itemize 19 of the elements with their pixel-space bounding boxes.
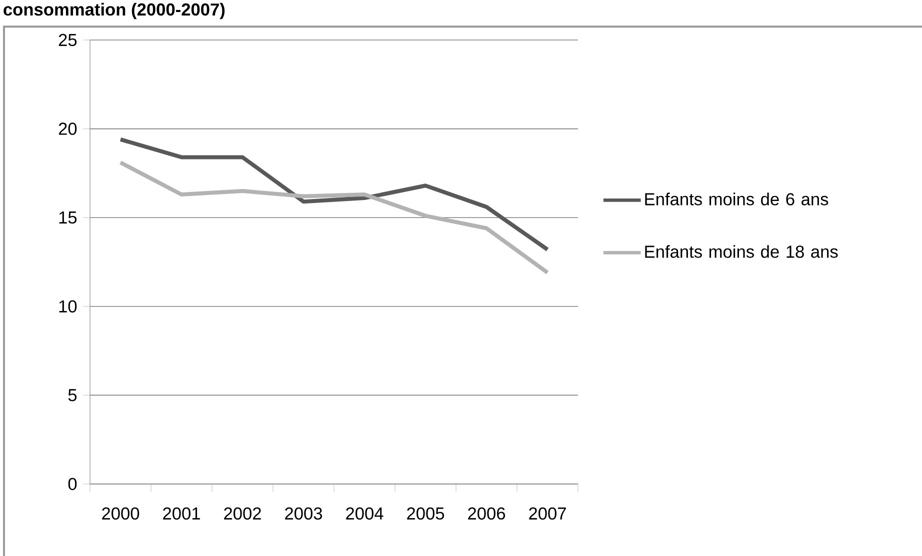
legend-label: Enfants moins de 6 ans (645, 192, 828, 206)
x-tick-label: 2002 (224, 507, 261, 520)
y-tick-label: 20 (58, 122, 77, 135)
x-tick-label: 2001 (163, 507, 200, 520)
y-tick-label: 25 (58, 34, 77, 46)
x-tick-label: 2004 (346, 507, 384, 520)
y-tick-label: 0 (68, 478, 77, 490)
x-tick-label: 2003 (285, 507, 322, 520)
y-tick-label: 10 (59, 300, 77, 313)
x-tick-label: 2005 (407, 507, 444, 520)
legend-label: Enfants moins de 18 ans (645, 245, 838, 258)
y-tick-label: 15 (59, 212, 77, 224)
x-tick-label: 2007 (529, 507, 566, 520)
line-series (118, 160, 550, 275)
line-series (118, 137, 550, 252)
y-tick-label: 5 (68, 389, 77, 402)
chart-title: consommation (2000-2007) (4, 2, 225, 20)
x-tick-label: 2000 (102, 507, 140, 520)
x-tick-label: 2006 (468, 507, 506, 520)
